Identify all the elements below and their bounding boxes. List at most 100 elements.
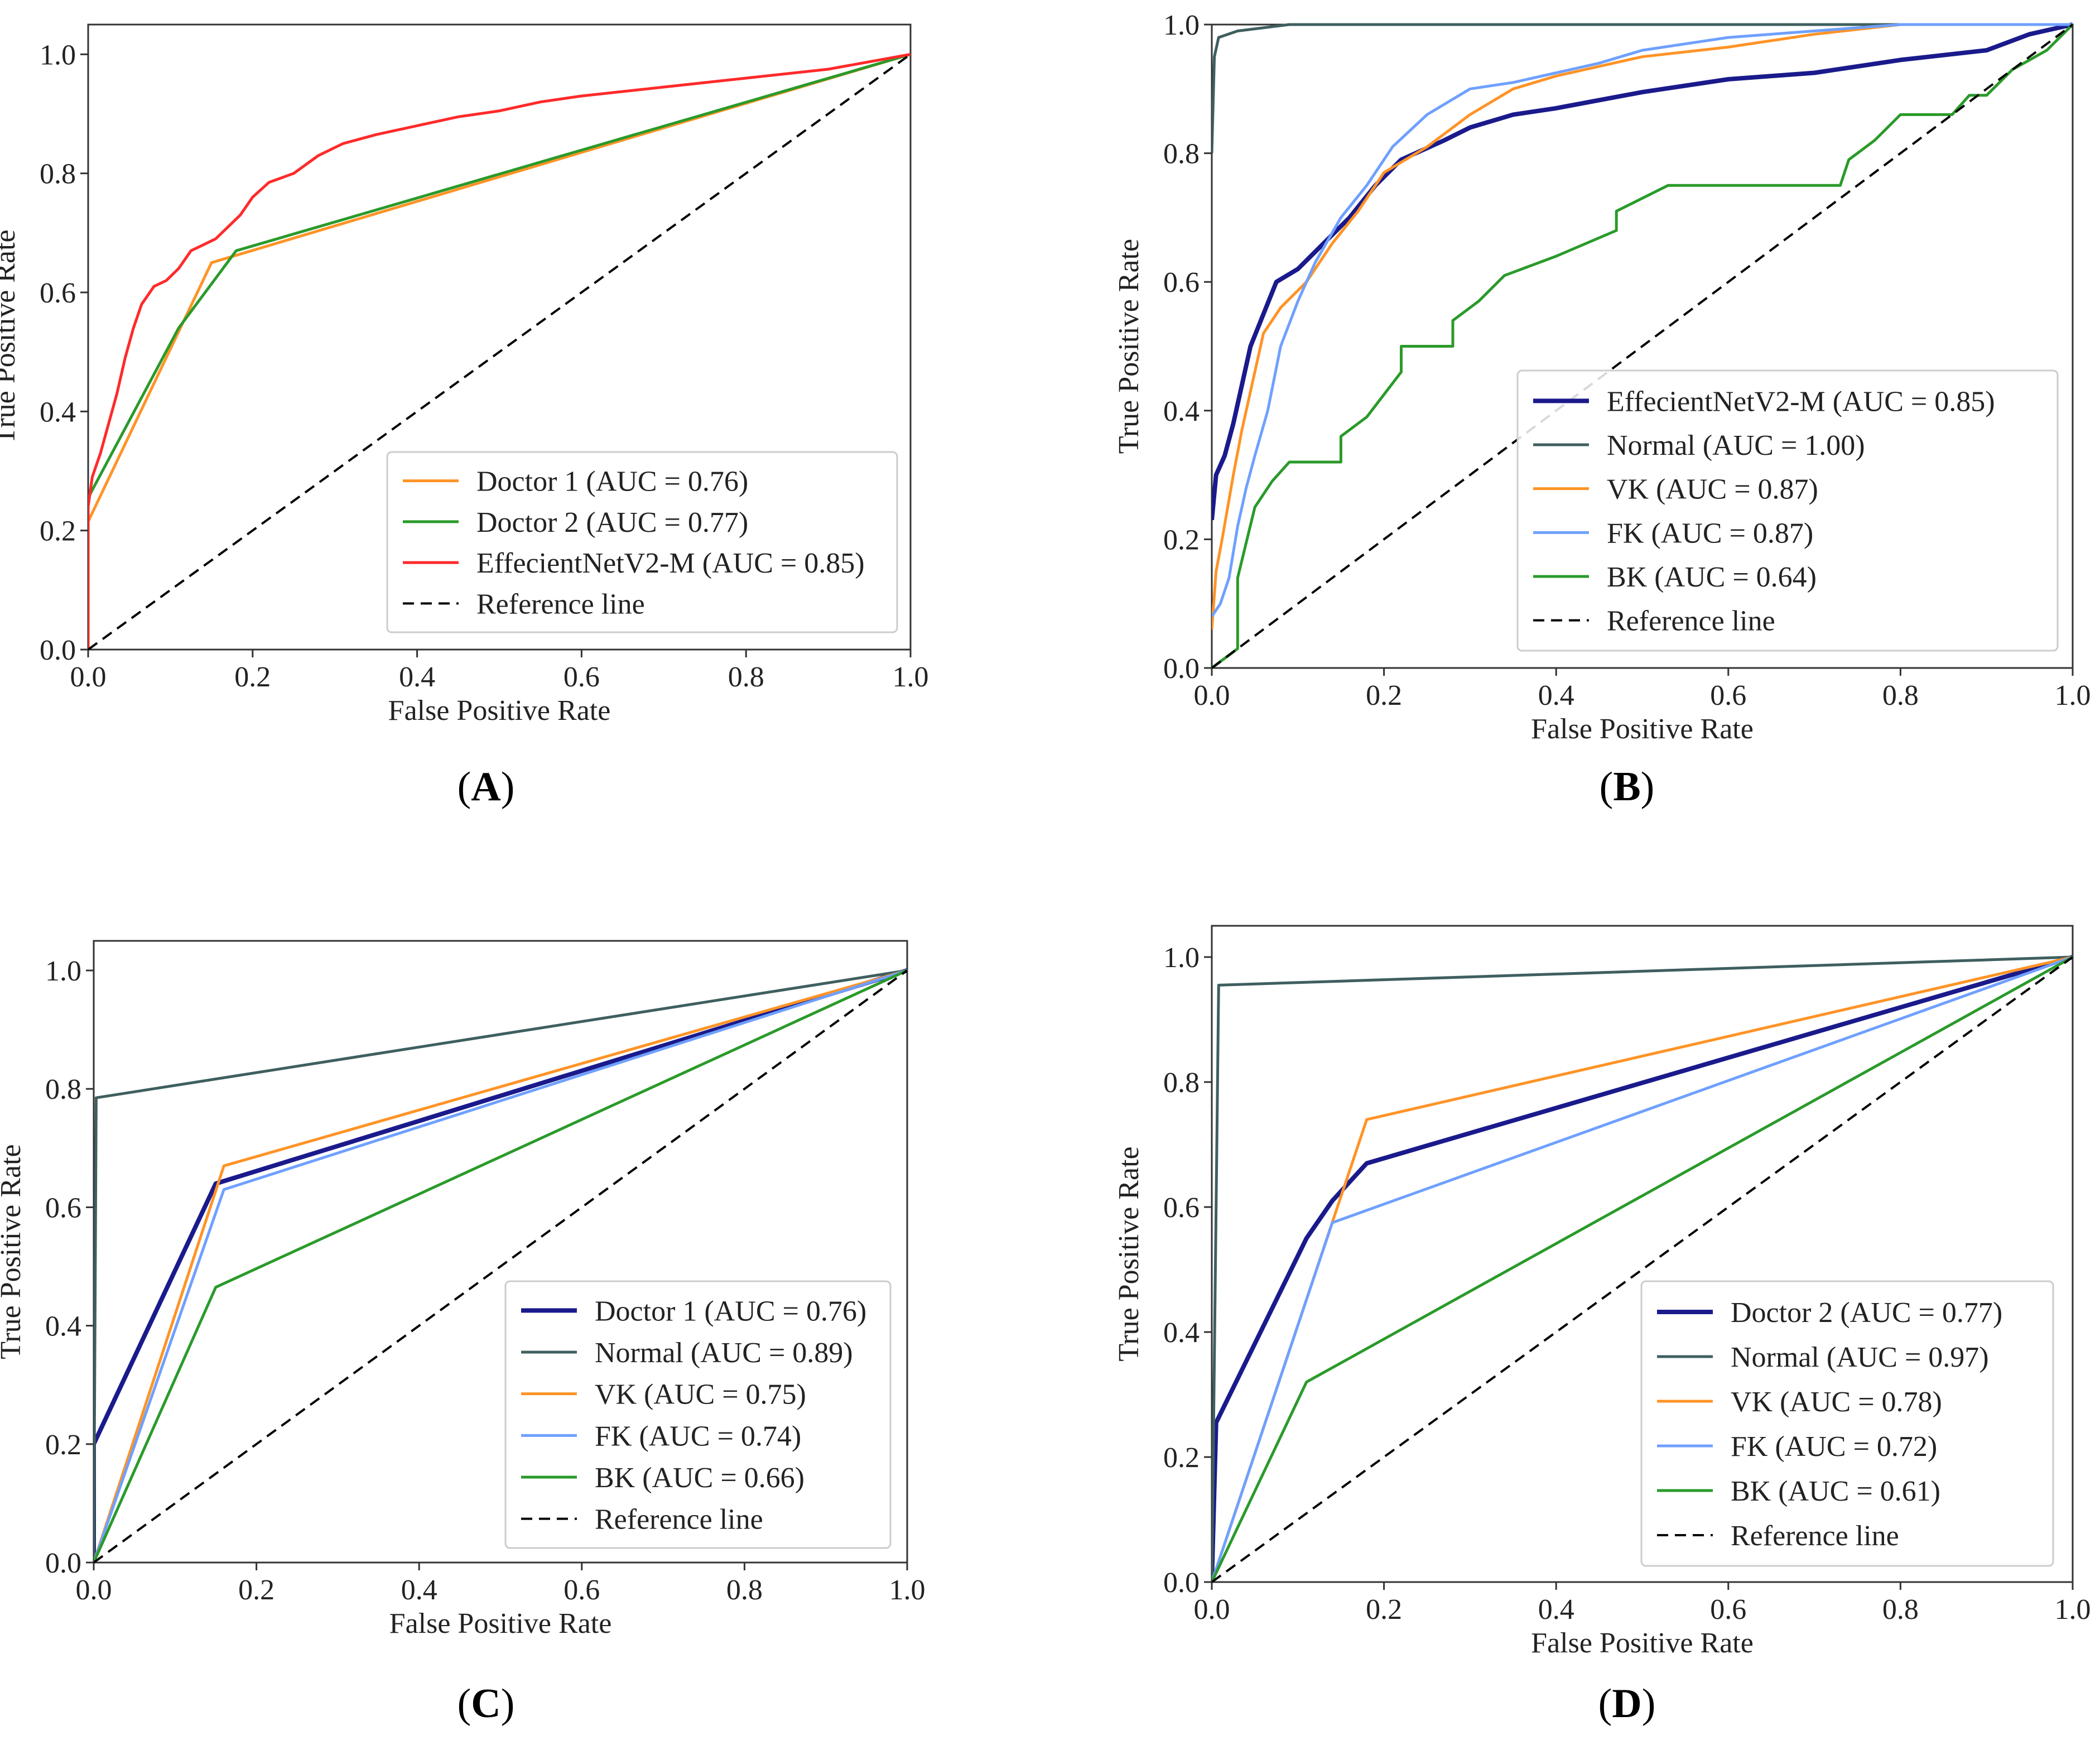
- y-tick-label: 0.2: [45, 1429, 81, 1461]
- legend-label: Doctor 1 (AUC = 0.76): [476, 466, 748, 498]
- y-tick-label: 0.0: [1163, 1567, 1200, 1599]
- x-tick-label: 0.8: [1882, 1594, 1919, 1626]
- series-line-bk: [1212, 955, 2073, 1583]
- panel-caption: (D): [1598, 1681, 1656, 1727]
- y-tick-label: 0.0: [45, 1547, 81, 1579]
- series-line-doctor-1: [94, 968, 907, 1563]
- y-tick-label: 0.2: [1163, 524, 1200, 556]
- y-axis-label: True Positive Rate: [0, 229, 21, 444]
- x-tick-label: 0.8: [728, 661, 764, 693]
- x-tick-label: 0.4: [1538, 1594, 1574, 1626]
- legend: Doctor 1 (AUC = 0.76) Doctor 2 (AUC = 0.7…: [386, 451, 898, 633]
- legend-label: Normal (AUC = 0.97): [1731, 1342, 1989, 1373]
- legend-box: [1516, 369, 2059, 652]
- x-tick-label: 1.0: [2055, 1594, 2091, 1626]
- series-line-reference-line: [94, 969, 907, 1564]
- y-tick-label: 0.2: [40, 516, 76, 547]
- legend: EffecientNetV2-M (AUC = 0.85) Normal (AUC…: [1516, 369, 2059, 652]
- legend-label: Reference line: [1731, 1520, 1899, 1552]
- legend-label: FK (AUC = 0.74): [595, 1420, 801, 1452]
- legend-label: Normal (AUC = 0.89): [595, 1337, 853, 1369]
- legend-label: Doctor 2 (AUC = 0.77): [476, 507, 748, 539]
- x-tick-label: 0.0: [1194, 1594, 1230, 1626]
- y-tick-label: 0.8: [40, 158, 76, 190]
- series-line-fk: [1212, 23, 2073, 618]
- panel-caption: (C): [457, 1681, 515, 1727]
- x-tick-label: 1.0: [889, 1574, 926, 1606]
- y-tick-label: 0.6: [1163, 1192, 1200, 1224]
- series-line-reference-line: [1212, 23, 2073, 669]
- series-line-fk: [1212, 955, 2073, 1583]
- legend-box: [504, 1280, 892, 1549]
- y-tick-label: 0.2: [1163, 1442, 1200, 1474]
- legend-label: Reference line: [1607, 605, 1775, 637]
- panel-caption: (B): [1600, 764, 1655, 810]
- legend-label: Doctor 1 (AUC = 0.76): [595, 1295, 866, 1327]
- series-line-normal: [94, 969, 907, 1563]
- legend-label: EffecientNetV2-M (AUC = 0.85): [476, 547, 865, 579]
- x-tick-label: 0.2: [1366, 680, 1402, 712]
- plot-frame: [87, 23, 912, 651]
- x-axis-label: False Positive Rate: [1531, 1627, 1754, 1659]
- series-line-vk: [94, 969, 907, 1563]
- x-tick-label: 0.6: [563, 661, 600, 693]
- legend: Doctor 1 (AUC = 0.76) Normal (AUC = 0.89)…: [504, 1280, 892, 1549]
- y-tick-label: 0.8: [1163, 1067, 1200, 1099]
- y-axis-label: True Positive Rate: [1113, 1146, 1145, 1361]
- legend-label: FK (AUC = 0.72): [1731, 1431, 1937, 1463]
- x-tick-label: 0.4: [401, 1574, 437, 1606]
- x-tick-label: 0.4: [1538, 680, 1574, 712]
- x-tick-label: 1.0: [2055, 680, 2091, 712]
- y-axis-label: True Positive Rate: [0, 1144, 27, 1359]
- x-tick-label: 0.0: [1194, 680, 1230, 712]
- series-group: [88, 52, 911, 651]
- legend-label: EffecientNetV2-M (AUC = 0.85): [1607, 386, 1995, 417]
- y-tick-label: 0.0: [40, 634, 76, 666]
- legend-label: VK (AUC = 0.75): [595, 1379, 806, 1411]
- x-tick-label: 1.0: [893, 661, 929, 693]
- x-tick-label: 0.0: [70, 661, 107, 693]
- y-tick-label: 0.6: [40, 277, 76, 309]
- series-line-reference-line: [88, 53, 911, 651]
- legend-label: BK (AUC = 0.61): [1731, 1475, 1940, 1507]
- legend-label: BK (AUC = 0.66): [595, 1462, 805, 1494]
- x-tick-label: 0.2: [238, 1574, 274, 1606]
- x-tick-label: 0.4: [399, 661, 435, 693]
- legend-box: [1640, 1280, 2054, 1567]
- y-tick-label: 0.6: [1163, 267, 1200, 299]
- series-line-bk: [94, 969, 907, 1564]
- y-tick-label: 0.4: [1163, 1317, 1200, 1349]
- y-axis-label: True Positive Rate: [1113, 239, 1145, 454]
- y-tick-label: 0.0: [1163, 653, 1200, 685]
- legend-label: Reference line: [476, 588, 645, 620]
- x-tick-label: 0.6: [1710, 680, 1746, 712]
- panel-caption: (A): [457, 764, 515, 810]
- y-tick-label: 1.0: [40, 39, 76, 71]
- y-tick-label: 0.8: [45, 1074, 81, 1105]
- x-tick-label: 0.8: [1882, 680, 1919, 712]
- x-tick-label: 0.6: [1710, 1594, 1746, 1626]
- series-line-effecientnetv2-m: [88, 52, 911, 650]
- x-tick-label: 0.2: [234, 661, 271, 693]
- chart-panel-A: 0.0 0.2 0.4 0.6 0.8 1.0 0.0 0.2 0.4 0.6 0.8 1.0 Fals…: [0, 23, 929, 810]
- y-tick-label: 0.4: [45, 1311, 81, 1343]
- series-group: [1212, 22, 2073, 670]
- series-line-effecientnetv2-m: [1212, 22, 2073, 521]
- x-tick-label: 0.0: [76, 1574, 112, 1606]
- legend-label: FK (AUC = 0.87): [1607, 517, 1813, 549]
- y-tick-label: 1.0: [45, 955, 81, 987]
- x-axis-label: False Positive Rate: [1531, 713, 1754, 745]
- series-line-bk: [1212, 23, 2073, 670]
- y-tick-label: 1.0: [1163, 9, 1200, 41]
- chart-panel-B: 0.0 0.2 0.4 0.6 0.8 1.0 0.0 0.2 0.4 0.6 0.8 1.0 Fals…: [1113, 9, 2091, 810]
- legend-label: VK (AUC = 0.78): [1731, 1386, 1942, 1418]
- series-line-doctor-2: [88, 52, 911, 650]
- x-tick-label: 0.8: [726, 1574, 763, 1606]
- x-tick-label: 0.6: [563, 1574, 600, 1606]
- legend-label: VK (AUC = 0.87): [1607, 474, 1818, 506]
- legend-label: BK (AUC = 0.64): [1607, 561, 1817, 593]
- series-line-normal: [1212, 955, 2073, 1583]
- series-group: [1212, 955, 2073, 1583]
- series-group: [94, 968, 907, 1564]
